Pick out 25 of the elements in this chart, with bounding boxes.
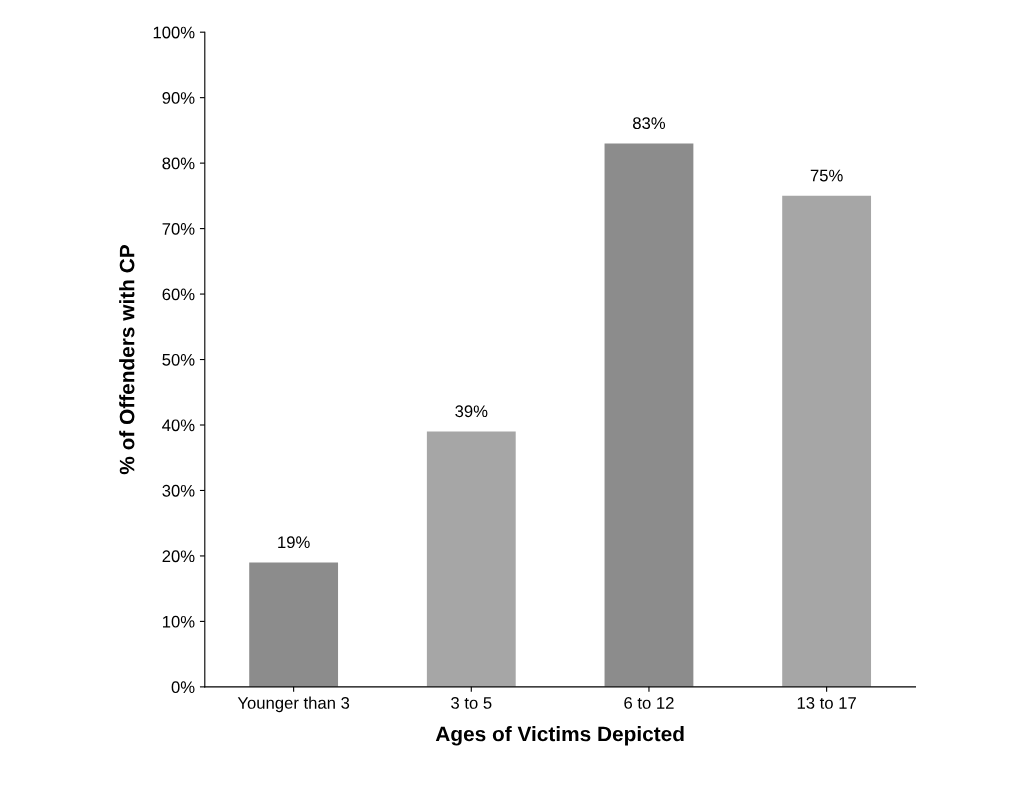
x-tick-label: 3 to 5 <box>451 697 492 709</box>
y-tick-label: 90% <box>162 92 195 104</box>
x-tick-label: 6 to 12 <box>624 697 674 709</box>
x-tick-label: Younger than 3 <box>237 696 350 713</box>
bar <box>249 562 339 687</box>
y-tick-label: 80% <box>162 157 195 170</box>
y-tick-label: 40% <box>162 419 195 432</box>
y-tick-label: 50% <box>162 353 195 366</box>
y-tick-label: 70% <box>162 222 195 235</box>
data-label: 75% <box>810 169 843 182</box>
y-axis-title: % of Offenders with CP <box>119 245 135 475</box>
x-axis-title: Ages of Victims Depicted <box>435 726 684 746</box>
bar <box>782 195 872 687</box>
y-tick-label: 30% <box>162 484 195 497</box>
y-tick-label: 20% <box>162 550 195 563</box>
x-tick-label: 13 to 17 <box>797 697 856 709</box>
data-label: 83% <box>633 117 666 130</box>
bar <box>426 431 516 687</box>
bar <box>604 143 694 687</box>
y-tick-label: 10% <box>162 615 195 628</box>
data-label: 39% <box>455 405 488 418</box>
y-tick-label: 60% <box>162 288 195 301</box>
data-label: 19% <box>278 536 310 549</box>
y-tick-label: 0% <box>171 681 195 694</box>
y-tick-label: 100% <box>153 26 195 39</box>
